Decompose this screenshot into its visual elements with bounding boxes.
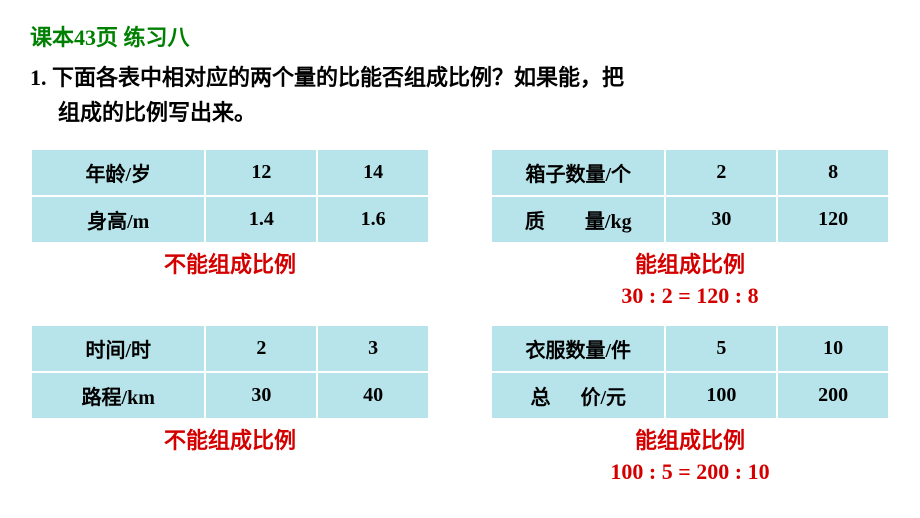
table-row: 质 量/kg 30 120 — [492, 197, 888, 242]
table-row: 身高/m 1.4 1.6 — [32, 197, 428, 242]
table-2: 箱子数量/个 2 8 质 量/kg 30 120 — [490, 148, 890, 244]
cell-value: 14 — [318, 150, 428, 195]
cell-value: 8 — [778, 150, 888, 195]
page-header: 课本43页 练习八 — [30, 20, 890, 52]
cell-value: 2 — [666, 150, 776, 195]
cell-value: 40 — [318, 373, 428, 418]
table-4: 衣服数量/件 5 10 总 价/元 100 200 — [490, 324, 890, 420]
cell-label: 路程/km — [32, 373, 204, 418]
cell-value: 3 — [318, 326, 428, 371]
cell-label: 衣服数量/件 — [492, 326, 664, 371]
answer-text-3: 不能组成比例 — [30, 426, 430, 457]
cell-value: 30 — [206, 373, 316, 418]
cell-label: 时间/时 — [32, 326, 204, 371]
table-3: 时间/时 2 3 路程/km 30 40 — [30, 324, 430, 420]
cell-label: 质 量/kg — [492, 197, 664, 242]
table-row: 总 价/元 100 200 — [492, 373, 888, 418]
cell-label: 身高/m — [32, 197, 204, 242]
answer-text-4: 能组成比例 100 : 5 = 200 : 10 — [490, 426, 890, 488]
cell-value: 30 — [666, 197, 776, 242]
answer-equation: 100 : 5 = 200 : 10 — [610, 459, 769, 484]
label-part: 价/元 — [580, 387, 626, 409]
answer-text-2: 能组成比例 30 : 2 = 120 : 8 — [490, 250, 890, 312]
answer-equation: 30 : 2 = 120 : 8 — [621, 283, 758, 308]
cell-value: 100 — [666, 373, 776, 418]
label-part: 质 — [525, 211, 545, 233]
cell-value: 10 — [778, 326, 888, 371]
question-text: 1. 下面各表中相对应的两个量的比能否组成比例？如果能，把 组成的比例写出来。 — [30, 60, 890, 130]
cell-label: 年龄/岁 — [32, 150, 204, 195]
table-row: 路程/km 30 40 — [32, 373, 428, 418]
cell-value: 12 — [206, 150, 316, 195]
cell-value: 200 — [778, 373, 888, 418]
cell-value: 5 — [666, 326, 776, 371]
label-part: 量/kg — [585, 211, 632, 233]
answer-line: 能组成比例 — [635, 252, 745, 277]
cell-value: 1.4 — [206, 197, 316, 242]
answer-line: 能组成比例 — [635, 428, 745, 453]
label-part: 总 — [530, 387, 550, 409]
question-line2: 组成的比例写出来。 — [30, 100, 256, 125]
table-block-4: 衣服数量/件 5 10 总 价/元 100 200 能组成比例 100 : 5 =… — [490, 324, 890, 488]
tables-grid: 年龄/岁 12 14 身高/m 1.4 1.6 不能组成比例 箱子数量/个 2 … — [30, 148, 890, 487]
cell-label: 箱子数量/个 — [492, 150, 664, 195]
table-block-1: 年龄/岁 12 14 身高/m 1.4 1.6 不能组成比例 — [30, 148, 430, 312]
table-row: 衣服数量/件 5 10 — [492, 326, 888, 371]
table-block-2: 箱子数量/个 2 8 质 量/kg 30 120 能组成比例 30 : 2 = 1… — [490, 148, 890, 312]
table-row: 时间/时 2 3 — [32, 326, 428, 371]
answer-text-1: 不能组成比例 — [30, 250, 430, 281]
table-row: 年龄/岁 12 14 — [32, 150, 428, 195]
cell-value: 1.6 — [318, 197, 428, 242]
table-block-3: 时间/时 2 3 路程/km 30 40 不能组成比例 — [30, 324, 430, 488]
cell-label: 总 价/元 — [492, 373, 664, 418]
cell-value: 2 — [206, 326, 316, 371]
cell-value: 120 — [778, 197, 888, 242]
question-line1: 1. 下面各表中相对应的两个量的比能否组成比例？如果能，把 — [30, 65, 624, 90]
table-1: 年龄/岁 12 14 身高/m 1.4 1.6 — [30, 148, 430, 244]
table-row: 箱子数量/个 2 8 — [492, 150, 888, 195]
